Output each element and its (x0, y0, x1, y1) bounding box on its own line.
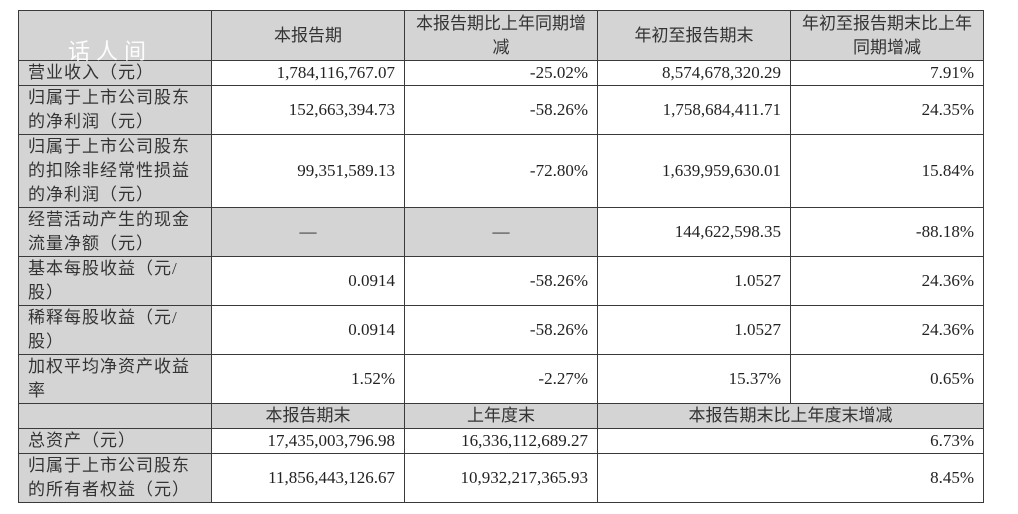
subheader-prior-year-end: 上年度末 (404, 403, 598, 429)
cell-value: 1,758,684,411.71 (597, 85, 791, 135)
cell-value: 24.36% (790, 256, 984, 306)
cell-value: -88.18% (790, 207, 984, 257)
cell-value-na: — (404, 207, 598, 257)
watermark-text: 话人间 (68, 40, 153, 65)
header-row: 本报告期 本报告期比上年同期增减 年初至报告期末 年初至报告期末比上年同期增减 (18, 10, 984, 61)
cell-value: 1.0527 (597, 305, 791, 355)
table-row: 营业收入（元） 1,784,116,767.07 -25.02% 8,574,6… (18, 60, 984, 86)
cell-value: 10,932,217,365.93 (404, 453, 598, 503)
header-current-yoy-change: 本报告期比上年同期增减 (404, 10, 598, 61)
cell-value-na: — (211, 207, 405, 257)
table-row: 总资产（元） 17,435,003,796.98 16,336,112,689.… (18, 428, 984, 454)
cell-value: -2.27% (404, 354, 598, 404)
cell-value: -58.26% (404, 305, 598, 355)
subheader-row: 本报告期末 上年度末 本报告期末比上年度末增减 (18, 403, 984, 429)
table-row: 加权平均净资产收益率 1.52% -2.27% 15.37% 0.65% (18, 354, 984, 404)
cell-value: 144,622,598.35 (597, 207, 791, 257)
row-label: 总资产（元） (18, 428, 212, 454)
subheader-change-vs-prior-year-end: 本报告期末比上年度末增减 (597, 403, 984, 429)
cell-value: -25.02% (404, 60, 598, 86)
cell-value: 17,435,003,796.98 (211, 428, 405, 454)
cell-value: 0.0914 (211, 256, 405, 306)
cell-value: 0.65% (790, 354, 984, 404)
cell-value: 152,663,394.73 (211, 85, 405, 135)
table-row: 归属于上市公司股东的所有者权益（元） 11,856,443,126.67 10,… (18, 453, 984, 503)
cell-value: 15.84% (790, 134, 984, 208)
cell-value: 1,639,959,630.01 (597, 134, 791, 208)
cell-value: 24.36% (790, 305, 984, 355)
cell-value: 0.0914 (211, 305, 405, 355)
table-row: 稀释每股收益（元/股） 0.0914 -58.26% 1.0527 24.36% (18, 305, 984, 355)
row-label: 归属于上市公司股东的扣除非经常性损益的净利润（元） (18, 134, 212, 208)
header-ytd-yoy-change: 年初至报告期末比上年同期增减 (790, 10, 984, 61)
row-label: 经营活动产生的现金流量净额（元） (18, 207, 212, 257)
table-row: 归属于上市公司股东的扣除非经常性损益的净利润（元） 99,351,589.13 … (18, 134, 984, 208)
cell-value: 24.35% (790, 85, 984, 135)
cell-value: -72.80% (404, 134, 598, 208)
cell-value: 11,856,443,126.67 (211, 453, 405, 503)
cell-value: 7.91% (790, 60, 984, 86)
cell-value: 1.52% (211, 354, 405, 404)
cell-value: 8.45% (597, 453, 984, 503)
row-label: 基本每股收益（元/股） (18, 256, 212, 306)
cell-value: 99,351,589.13 (211, 134, 405, 208)
table-row: 经营活动产生的现金流量净额（元） — — 144,622,598.35 -88.… (18, 207, 984, 257)
cell-value: -58.26% (404, 256, 598, 306)
subheader-blank-cell (18, 403, 212, 429)
cell-value: 15.37% (597, 354, 791, 404)
table-row: 归属于上市公司股东的净利润（元） 152,663,394.73 -58.26% … (18, 85, 984, 135)
cell-value: 1.0527 (597, 256, 791, 306)
cell-value: 1,784,116,767.07 (211, 60, 405, 86)
cell-value: -58.26% (404, 85, 598, 135)
header-current-period: 本报告期 (211, 10, 405, 61)
row-label: 归属于上市公司股东的所有者权益（元） (18, 453, 212, 503)
header-ytd: 年初至报告期末 (597, 10, 791, 61)
row-label: 稀释每股收益（元/股） (18, 305, 212, 355)
financial-data-table: 本报告期 本报告期比上年同期增减 年初至报告期末 年初至报告期末比上年同期增减 … (18, 10, 984, 503)
header-blank-cell (18, 10, 212, 61)
subheader-period-end: 本报告期末 (211, 403, 405, 429)
cell-value: 6.73% (597, 428, 984, 454)
cell-value: 8,574,678,320.29 (597, 60, 791, 86)
table-row: 基本每股收益（元/股） 0.0914 -58.26% 1.0527 24.36% (18, 256, 984, 306)
cell-value: 16,336,112,689.27 (404, 428, 598, 454)
row-label: 归属于上市公司股东的净利润（元） (18, 85, 212, 135)
row-label: 加权平均净资产收益率 (18, 354, 212, 404)
